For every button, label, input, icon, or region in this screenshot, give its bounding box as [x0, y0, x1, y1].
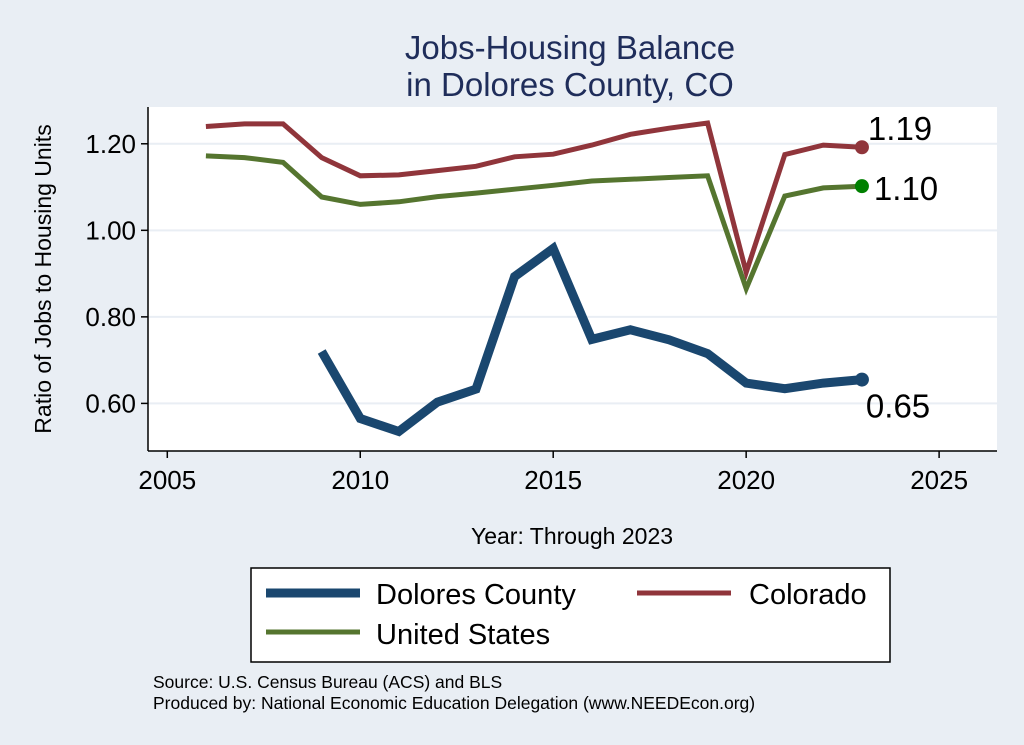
end-marker-united-states	[854, 179, 869, 194]
end-label-colorado: 1.19	[868, 110, 932, 147]
end-marker-colorado	[854, 140, 869, 155]
y-tick-label: 1.00	[85, 215, 136, 245]
legend-label-us: United States	[376, 619, 550, 651]
x-tick-label: 2005	[138, 465, 196, 495]
y-tick-labels: 0.60 0.80 1.00 1.20	[85, 129, 136, 419]
end-marker-dolores-county	[854, 372, 869, 387]
x-tick-label: 2020	[717, 465, 775, 495]
series-line-dolores-county	[317, 241, 863, 437]
series-lines	[205, 120, 863, 437]
legend-label-colorado: Colorado	[749, 579, 867, 611]
y-tick-label: 0.80	[85, 302, 136, 332]
y-tick-label: 0.60	[85, 388, 136, 418]
x-tick-labels: 2005 2010 2015 2020 2025	[138, 465, 968, 495]
axes	[141, 107, 997, 458]
end-label-united-states: 1.10	[874, 170, 938, 207]
plot-area	[148, 107, 997, 451]
x-tick-label: 2025	[910, 465, 968, 495]
chart-title-line-2: in Dolores County, CO	[406, 66, 734, 103]
producer-note: Produced by: National Economic Education…	[153, 693, 755, 713]
end-label-dolores-county: 0.65	[866, 388, 930, 425]
legend: Dolores County Colorado United States	[250, 567, 891, 663]
x-axis-title: Year: Through 2023	[471, 523, 673, 549]
legend-box	[250, 567, 891, 663]
x-tick-label: 2015	[524, 465, 582, 495]
end-labels: 0.65 1.19 1.10	[854, 110, 938, 425]
chart-title-line-1: Jobs-Housing Balance	[405, 29, 735, 66]
legend-label-dolores: Dolores County	[376, 579, 576, 611]
x-tick-label: 2010	[331, 465, 389, 495]
y-tick-label: 1.20	[85, 129, 136, 159]
gridlines	[148, 142, 997, 405]
series-line-colorado	[205, 120, 863, 282]
source-note: Source: U.S. Census Bureau (ACS) and BLS	[153, 672, 502, 692]
series-line-united-states	[205, 153, 863, 296]
y-axis-title: Ratio of Jobs to Housing Units	[30, 124, 56, 433]
